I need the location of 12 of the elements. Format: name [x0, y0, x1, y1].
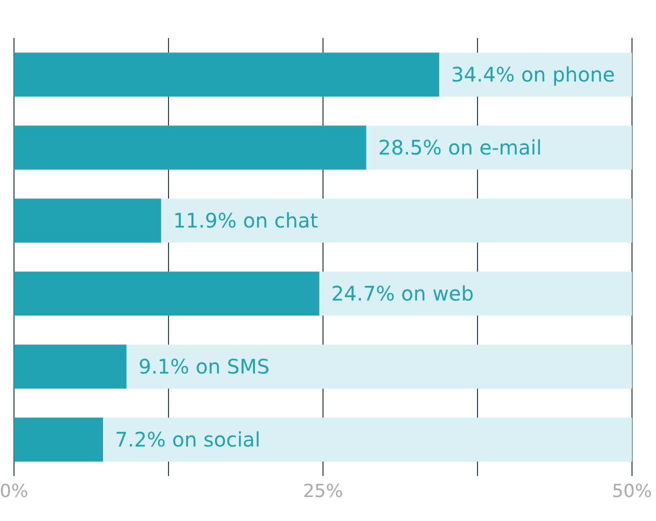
x-tick-label: 25%	[302, 480, 344, 502]
bar	[14, 418, 103, 462]
data-label: 7.2% on social	[114, 428, 260, 452]
data-label: 11.9% on chat	[173, 208, 318, 233]
data-label: 28.5% on e-mail	[378, 136, 542, 160]
data-label: 34.4% on phone	[451, 62, 615, 87]
x-tick-label: 0%	[0, 480, 28, 502]
x-tick-label: 50%	[612, 480, 652, 502]
bar	[14, 344, 126, 389]
data-label: 24.7% on web	[331, 282, 474, 306]
data-label: 9.1% on SMS	[138, 354, 270, 379]
bar	[14, 198, 162, 243]
